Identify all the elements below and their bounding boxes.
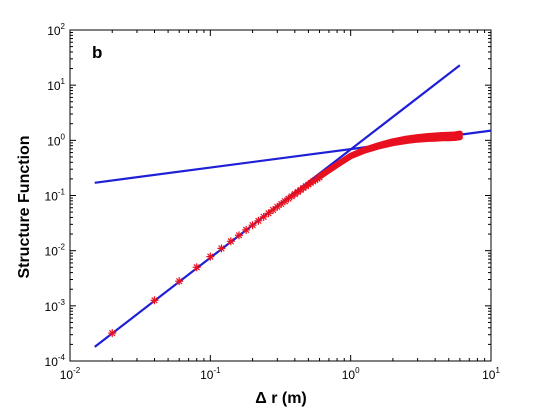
data-markers — [108, 173, 324, 338]
dense-data-band — [316, 130, 463, 180]
data-point — [242, 225, 251, 234]
y-tick-labels: 10-4 10-3 10-2 10-1 100 101 102 — [45, 22, 66, 369]
y-axis-title: Structure Function — [16, 135, 33, 278]
x-tick-label: 10-1 — [200, 366, 221, 382]
y-tick-label: 101 — [47, 77, 65, 93]
fit-lines — [94, 64, 492, 348]
y-tick-label: 10-1 — [45, 188, 66, 204]
x-tick-labels: 10-2 10-1 100 101 — [60, 366, 501, 382]
data-point — [254, 216, 263, 225]
y-tick-label: 10-3 — [45, 298, 66, 314]
y-tick-label: 102 — [47, 22, 65, 38]
x-tick-label: 10-2 — [60, 366, 81, 382]
dense-band-lower — [316, 134, 463, 180]
data-point — [217, 244, 226, 253]
y-tick-label: 10-4 — [45, 353, 66, 369]
y-tick-label: 10-2 — [45, 243, 66, 259]
data-point — [206, 252, 215, 261]
data-point — [259, 212, 268, 221]
data-point — [269, 205, 278, 214]
x-axis-title: Δ r (m) — [255, 390, 307, 407]
data-point — [108, 329, 117, 338]
axis-ticks — [69, 29, 492, 362]
data-point — [226, 237, 235, 246]
x-tick-label: 100 — [342, 366, 360, 382]
data-point — [192, 263, 201, 272]
data-point — [315, 173, 324, 182]
x-tick-label: 101 — [482, 366, 500, 382]
data-point — [150, 296, 159, 305]
data-point — [175, 277, 184, 286]
panel-label: b — [92, 43, 102, 62]
data-point — [234, 231, 243, 240]
plot-area — [69, 29, 492, 362]
data-point — [248, 221, 257, 230]
y-tick-label: 100 — [47, 132, 65, 148]
data-point — [264, 209, 273, 218]
